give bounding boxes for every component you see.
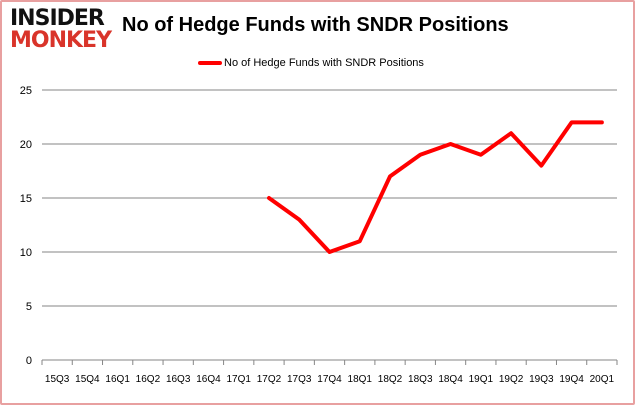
data-point bbox=[298, 219, 300, 221]
y-tick-label: 5 bbox=[26, 301, 32, 313]
legend: No of Hedge Funds with SNDR Positions bbox=[198, 57, 424, 69]
x-tick-label: 17Q2 bbox=[257, 374, 282, 385]
chart-title: No of Hedge Funds with SNDR Positions bbox=[122, 14, 509, 36]
legend-swatch bbox=[198, 61, 222, 65]
x-tick-label: 16Q3 bbox=[166, 374, 191, 385]
data-point bbox=[540, 165, 542, 167]
data-point bbox=[419, 154, 421, 156]
y-tick-label: 0 bbox=[26, 355, 32, 367]
data-point bbox=[268, 197, 270, 199]
x-tick-label: 19Q1 bbox=[469, 374, 494, 385]
x-tick-label: 18Q1 bbox=[348, 374, 373, 385]
data-point bbox=[480, 154, 482, 156]
data-point bbox=[329, 251, 330, 253]
data-point bbox=[450, 143, 452, 145]
insider-monkey-logo: INSIDER MONKEY bbox=[10, 8, 118, 54]
x-tick-label: 17Q1 bbox=[226, 374, 251, 385]
data-point bbox=[601, 121, 603, 123]
data-point bbox=[389, 175, 391, 177]
x-tick-label: 17Q3 bbox=[287, 374, 312, 385]
x-tick-label: 16Q4 bbox=[196, 374, 221, 385]
x-tick-label: 19Q4 bbox=[559, 374, 584, 385]
x-tick-label: 18Q4 bbox=[438, 374, 463, 385]
logo-line-2: MONKEY bbox=[10, 28, 112, 53]
x-tick-label: 18Q2 bbox=[378, 374, 403, 385]
x-tick-label: 18Q3 bbox=[408, 374, 433, 385]
x-tick-label: 20Q1 bbox=[590, 374, 615, 385]
x-tick-label: 19Q3 bbox=[529, 374, 554, 385]
x-tick-label: 16Q1 bbox=[105, 374, 130, 385]
logo-line-1: INSIDER bbox=[10, 6, 105, 31]
x-tick-label: 15Q4 bbox=[75, 374, 100, 385]
y-tick-label: 25 bbox=[20, 85, 32, 97]
data-point bbox=[359, 240, 361, 242]
x-tick-label: 17Q4 bbox=[317, 374, 342, 385]
x-tick-label: 15Q3 bbox=[45, 374, 70, 385]
y-tick-label: 10 bbox=[20, 247, 32, 259]
x-tick-label: 16Q2 bbox=[136, 374, 161, 385]
y-tick-label: 15 bbox=[20, 193, 32, 205]
y-tick-label: 20 bbox=[20, 139, 32, 151]
legend-label: No of Hedge Funds with SNDR Positions bbox=[224, 57, 424, 69]
series-line bbox=[266, 120, 604, 254]
data-point bbox=[571, 121, 573, 123]
x-tick-label: 19Q2 bbox=[499, 374, 524, 385]
data-point bbox=[510, 132, 512, 134]
